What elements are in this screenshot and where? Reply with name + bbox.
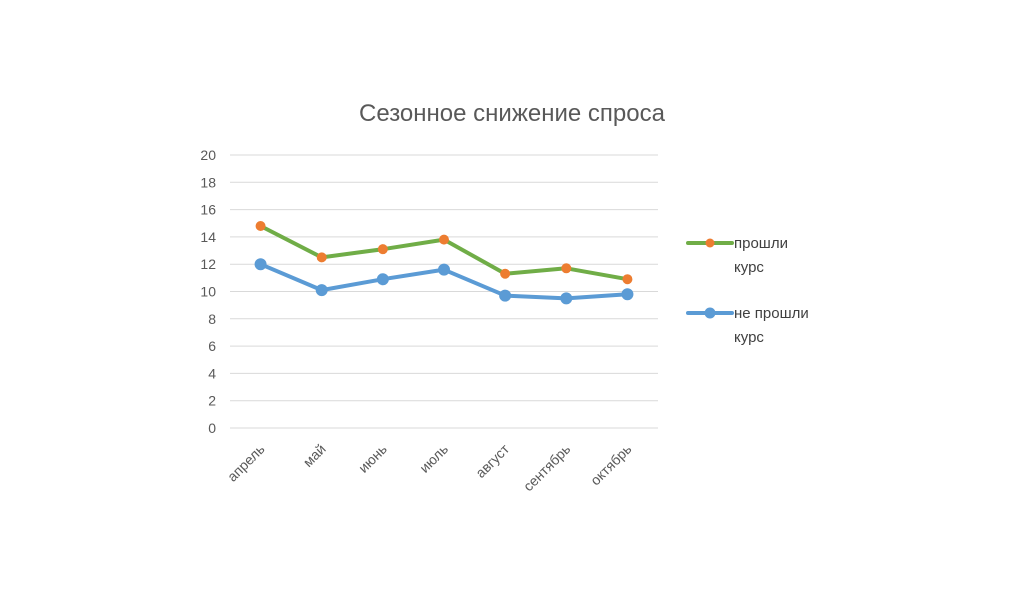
y-tick-label: 10 <box>200 284 216 300</box>
y-tick-label: 16 <box>200 202 216 218</box>
y-tick-label: 4 <box>208 365 216 381</box>
y-tick-label: 2 <box>208 393 216 409</box>
series-2 <box>254 258 634 305</box>
data-point <box>377 244 388 255</box>
data-point <box>439 234 449 245</box>
data-point <box>561 263 572 274</box>
data-point <box>255 220 266 231</box>
y-tick-label: 18 <box>200 174 216 190</box>
data-point <box>438 263 450 276</box>
data-point <box>315 284 328 297</box>
legend-label-line: не прошли <box>734 305 809 322</box>
data-point <box>500 268 511 279</box>
legend-item-2: не прошли курс <box>686 305 809 346</box>
x-axis-ticks: апрель май июнь июль август сентябрь октябрь <box>224 440 635 494</box>
y-tick-label: 12 <box>200 256 216 272</box>
y-tick-label: 8 <box>208 311 216 327</box>
legend-label-line: курс <box>734 259 764 276</box>
chart-title: Сезонное снижение спроса <box>359 100 666 127</box>
x-tick-label: сентябрь <box>520 441 573 494</box>
data-point <box>499 289 512 302</box>
data-point <box>621 288 634 301</box>
y-axis-ticks: 0 2 4 6 8 10 12 14 16 18 20 <box>200 147 216 436</box>
x-tick-label: май <box>300 441 329 470</box>
x-tick-label: октябрь <box>587 441 634 488</box>
data-point <box>316 252 327 263</box>
legend-label-line: прошли <box>734 235 788 252</box>
y-tick-label: 14 <box>200 229 216 245</box>
legend-item-1: прошли курс <box>686 235 788 276</box>
series-1 <box>255 220 633 285</box>
y-tick-label: 6 <box>208 338 216 354</box>
y-tick-label: 0 <box>208 420 216 436</box>
x-tick-label: июль <box>416 441 451 476</box>
gridlines <box>230 154 658 429</box>
data-point <box>254 258 267 271</box>
legend: прошли курс не прошли курс <box>686 235 809 346</box>
data-point <box>376 273 389 286</box>
legend-label-line: курс <box>734 329 764 346</box>
y-tick-label: 20 <box>200 147 216 163</box>
x-tick-label: апрель <box>224 441 268 485</box>
legend-swatch-marker <box>704 307 716 319</box>
data-point <box>622 274 633 285</box>
legend-label: прошли курс <box>734 235 788 276</box>
x-tick-label: август <box>472 440 512 480</box>
legend-label: не прошли курс <box>734 305 809 346</box>
x-tick-label: июнь <box>355 441 390 476</box>
legend-swatch-marker <box>705 238 715 248</box>
series-lines <box>254 220 634 305</box>
data-point <box>560 292 573 305</box>
